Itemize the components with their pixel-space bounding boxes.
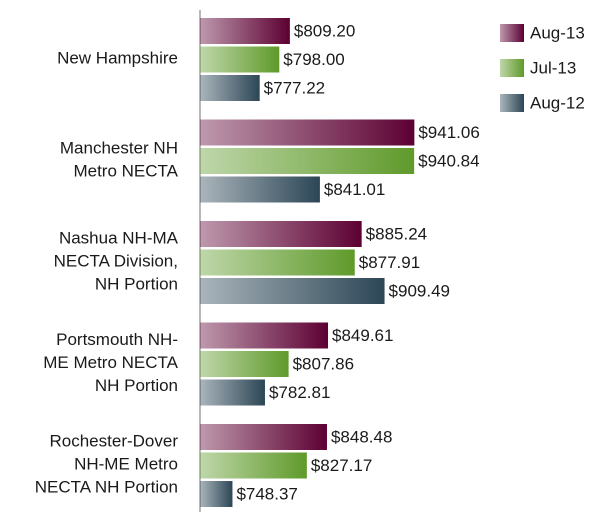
bar [200,176,320,203]
value-label: $909.49 [389,281,450,300]
bar [200,278,385,304]
legend-swatch [500,59,524,77]
bar [200,322,329,349]
value-label: $827.17 [311,456,372,475]
value-label: $941.06 [418,123,479,142]
bar [200,221,362,247]
legend-label: Aug-13 [530,23,585,42]
category-label: Portsmouth NH-ME Metro NECTA NH Portion [43,330,178,395]
bar [200,452,307,479]
value-label: $807.86 [293,354,354,373]
value-label: $777.22 [264,78,325,97]
bar [200,424,327,450]
category-label: Rochester-Dover NH-ME Metro NECTA NH Porti… [35,432,179,497]
value-label: $849.61 [332,326,393,345]
value-label: $877.91 [359,253,420,272]
bar [200,481,233,507]
category-label: Manchester NH Metro NECTA [60,139,179,181]
category-label: Nashua NH-MA NECTA Division, NH Portion [54,229,179,294]
bar [200,148,415,174]
legend-label: Aug-12 [530,93,585,112]
bar [200,249,355,276]
legend-label: Jul-13 [530,58,576,77]
legend-swatch [500,24,524,42]
bar [200,75,260,101]
legend-swatch [500,94,524,112]
value-label: $798.00 [283,50,344,69]
value-label: $841.01 [324,180,385,199]
value-label: $782.81 [269,383,330,402]
bar [200,18,290,44]
value-label: $885.24 [366,224,427,243]
value-label: $848.48 [331,427,392,446]
bar [200,119,415,146]
category-label: New Hampshire [57,49,178,68]
value-label: $809.20 [294,21,355,40]
bar [200,351,289,377]
value-label: $748.37 [236,484,297,503]
bar [200,379,265,406]
value-label: $940.84 [418,151,479,170]
bar [200,46,280,73]
